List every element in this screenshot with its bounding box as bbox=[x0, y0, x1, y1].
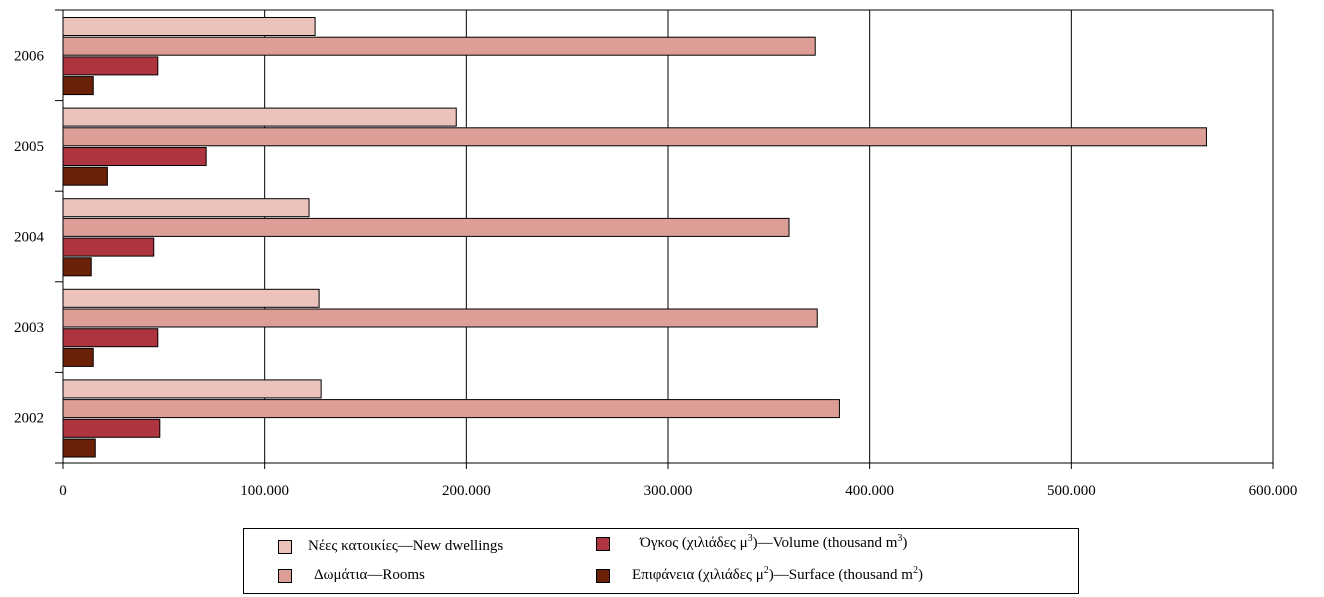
bar-2006-series-1 bbox=[62, 17, 316, 36]
bar-2002-series-3 bbox=[62, 418, 161, 438]
legend-swatch-new-dwellings bbox=[278, 539, 292, 554]
legend-label-rooms: Δωμάτια—Rooms bbox=[314, 567, 425, 583]
bar-2006-series-3 bbox=[62, 56, 159, 76]
bar-2003-series-3 bbox=[62, 328, 159, 348]
x-tick-label: 300.000 bbox=[644, 483, 693, 499]
bar-2004-series-1 bbox=[62, 198, 310, 218]
legend-swatch-rooms bbox=[278, 568, 292, 583]
bar-2003-series-1 bbox=[62, 288, 320, 308]
y-tick-label: 2003 bbox=[14, 320, 44, 336]
bar-2005-series-4 bbox=[62, 166, 108, 186]
legend-item-surface: Επιφάνεια (χιλιάδες μ2)—Surface (thousan… bbox=[596, 565, 923, 584]
y-tick-label: 2006 bbox=[14, 48, 45, 64]
bar-chart: 0 100.000 200.000 300.000 400.000 500.000 600.… bbox=[14, 9, 1298, 499]
x-tick-label: 600.000 bbox=[1249, 483, 1298, 499]
legend-item-volume: Όγκος (χιλιάδες μ3)—Volume (thousand m3) bbox=[596, 533, 908, 552]
bar-2004-series-2 bbox=[62, 217, 790, 237]
x-tick-label: 200.000 bbox=[442, 483, 491, 499]
legend-item-rooms: Δωμάτια—Rooms bbox=[278, 567, 425, 584]
legend-label-volume: Όγκος (χιλιάδες μ3)—Volume (thousand m3) bbox=[640, 533, 908, 552]
x-tick-label: 500.000 bbox=[1047, 483, 1096, 499]
bar-2003-series-4 bbox=[62, 347, 94, 367]
legend-label-surface: Επιφάνεια (χιλιάδες μ2)—Surface (thousan… bbox=[632, 565, 923, 584]
y-tick-label: 2002 bbox=[14, 411, 44, 427]
y-tick-label: 2004 bbox=[14, 230, 45, 246]
bar-2003-series-2 bbox=[62, 308, 818, 328]
bar-2002-series-4 bbox=[62, 438, 96, 458]
legend-item-new-dwellings: Νέες κατοικίες—New dwellings bbox=[278, 538, 503, 555]
legend-label-new-dwellings: Νέες κατοικίες—New dwellings bbox=[308, 538, 504, 554]
bar-2006-series-4 bbox=[62, 76, 94, 96]
bar-2002-series-1 bbox=[62, 379, 322, 399]
chart-legend: Νέες κατοικίες—New dwellings Δωμάτια—Roo… bbox=[243, 528, 1079, 594]
y-tick-label: 2005 bbox=[14, 139, 44, 155]
x-tick-label: 100.000 bbox=[240, 483, 289, 499]
bar-2005-series-3 bbox=[62, 147, 207, 166]
x-tick-label: 0 bbox=[59, 483, 67, 499]
bar-2005-series-2 bbox=[62, 127, 1207, 147]
legend-swatch-surface bbox=[596, 568, 610, 583]
bar-2004-series-4 bbox=[62, 257, 92, 277]
bar-2006-series-2 bbox=[62, 36, 816, 56]
bar-2004-series-3 bbox=[62, 237, 155, 257]
x-tick-label: 400.000 bbox=[845, 483, 894, 499]
bar-2005-series-1 bbox=[62, 107, 457, 127]
legend-swatch-volume bbox=[596, 536, 610, 551]
bar-2002-series-2 bbox=[62, 399, 840, 419]
